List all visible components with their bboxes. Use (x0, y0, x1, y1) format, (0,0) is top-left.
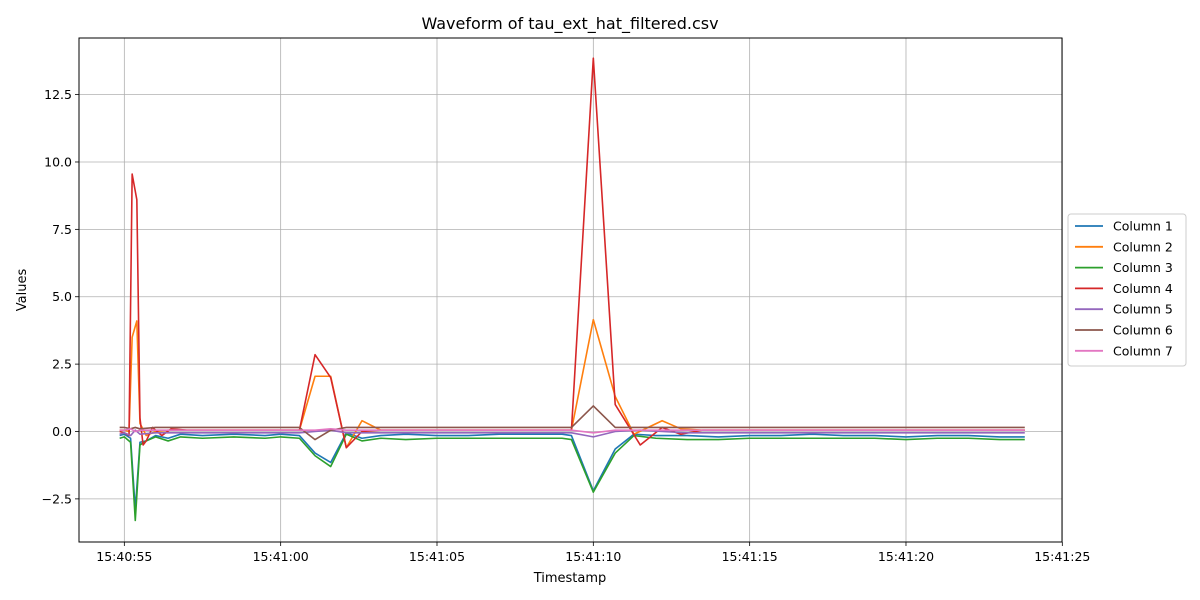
legend-label-column-4: Column 4 (1113, 281, 1173, 296)
y-axis-title: Values (15, 269, 30, 312)
y-tick-label: 10.0 (44, 154, 72, 169)
legend-label-column-6: Column 6 (1113, 323, 1173, 338)
legend-frame (1067, 213, 1187, 367)
series-line-column-7 (119, 427, 1025, 434)
y-tick-label: 0.0 (52, 424, 72, 439)
chart-title: Waveform of tau_ext_hat_filtered.csv (421, 14, 718, 34)
series-layer (119, 57, 1025, 522)
x-tick-label: 15:41:15 (722, 549, 778, 564)
grid (79, 38, 1063, 542)
legend-label-column-1: Column 1 (1113, 219, 1173, 234)
plot-frame (78, 37, 1063, 543)
legend-label-column-5: Column 5 (1113, 302, 1173, 317)
x-axis-title: Timestamp (533, 571, 607, 586)
series-line-column-6 (119, 405, 1025, 441)
x-tick-label: 15:41:20 (878, 549, 934, 564)
legend: Column 1 Column 2 Column 3 Column 4 Column 5… (1067, 213, 1187, 367)
series-line-column-1 (119, 432, 1025, 511)
x-tick-label: 15:41:10 (565, 549, 621, 564)
legend-label-column-2: Column 2 (1113, 239, 1173, 254)
y-tick-label: 7.5 (52, 222, 72, 237)
y-tick-label: 5.0 (52, 289, 72, 304)
x-axis: 15:40:55 15:41:00 15:41:05 15:41:10 15:41:15… (96, 542, 1090, 564)
x-tick-label: 15:41:25 (1034, 549, 1090, 564)
y-tick-label: 12.5 (44, 87, 72, 102)
y-tick-label: 2.5 (52, 357, 72, 372)
legend-label-column-7: Column 7 (1113, 343, 1173, 358)
x-tick-label: 15:41:00 (253, 549, 309, 564)
x-tick-label: 15:41:05 (409, 549, 465, 564)
y-tick-label: −2.5 (42, 491, 72, 506)
series-line-column-5 (119, 429, 1025, 438)
x-tick-label: 15:40:55 (96, 549, 152, 564)
legend-label-column-3: Column 3 (1113, 260, 1173, 275)
y-axis: −2.5 0.0 2.5 5.0 7.5 10.0 12.5 (42, 87, 79, 506)
series-line-column-3 (119, 433, 1025, 522)
